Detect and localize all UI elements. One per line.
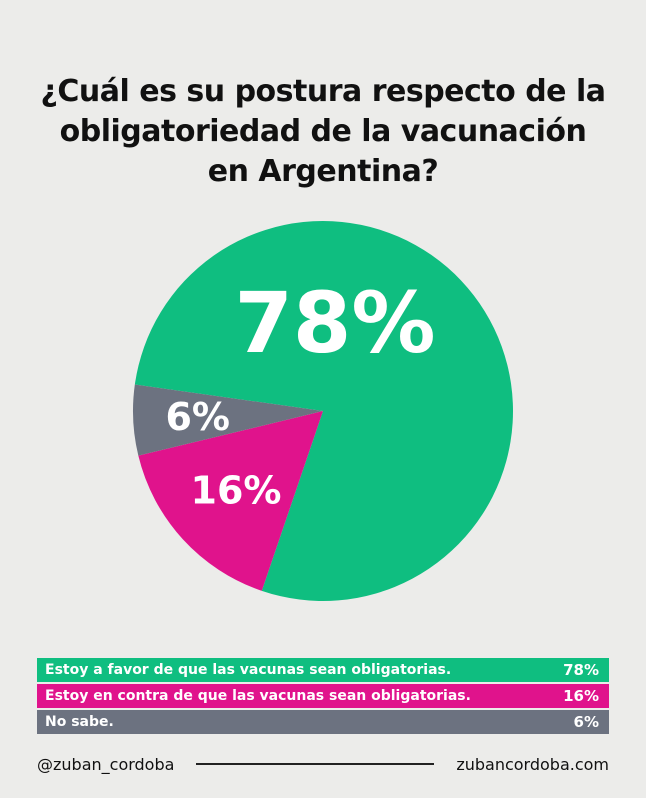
social-handle: @zuban_cordoba bbox=[37, 754, 175, 774]
legend: Estoy a favor de que las vacunas sean ob… bbox=[37, 658, 609, 736]
legend-row-nosabe: No sabe. 6% bbox=[37, 710, 609, 734]
pie-chart: 78% 16% 6% bbox=[133, 221, 513, 602]
legend-value-nosabe: 6% bbox=[573, 713, 599, 731]
chart-title: ¿Cuál es su postura respecto de la oblig… bbox=[20, 72, 626, 192]
title-line-2: obligatoriedad de la vacunación bbox=[59, 114, 587, 149]
slice-contra bbox=[138, 411, 323, 591]
legend-label-nosabe: No sabe. bbox=[45, 714, 114, 730]
legend-row-favor: Estoy a favor de que las vacunas sean ob… bbox=[37, 658, 609, 682]
slice-label-contra: 16% bbox=[191, 468, 282, 512]
slice-favor bbox=[134, 221, 513, 602]
website-link[interactable]: zubancordoba.com bbox=[456, 754, 609, 774]
legend-label-favor: Estoy a favor de que las vacunas sean ob… bbox=[45, 662, 452, 678]
legend-value-contra: 16% bbox=[563, 687, 599, 705]
legend-value-favor: 78% bbox=[563, 661, 599, 679]
slice-label-nosabe: 6% bbox=[165, 395, 230, 439]
legend-label-contra: Estoy en contra de que las vacunas sean … bbox=[45, 688, 471, 704]
legend-row-contra: Estoy en contra de que las vacunas sean … bbox=[37, 684, 609, 708]
slice-nosabe bbox=[133, 384, 323, 456]
footer-divider bbox=[196, 763, 435, 765]
title-line-3: en Argentina? bbox=[207, 154, 439, 189]
footer: @zuban_cordoba zubancordoba.com bbox=[37, 752, 609, 776]
title-line-1: ¿Cuál es su postura respecto de la bbox=[40, 74, 606, 109]
slice-label-favor: 78% bbox=[234, 274, 435, 372]
